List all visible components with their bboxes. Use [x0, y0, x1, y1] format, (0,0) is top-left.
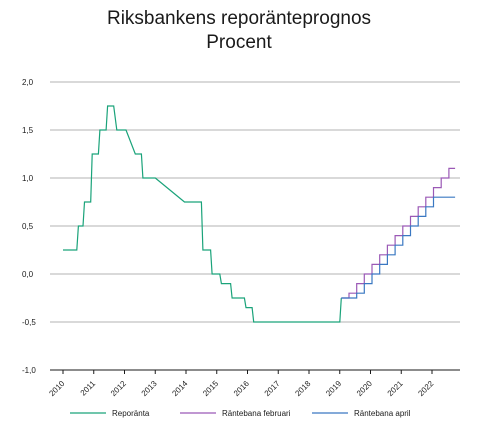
x-tick-label: 2020 [355, 379, 374, 398]
y-tick-label: 0,5 [22, 222, 34, 231]
x-tick-label: 2015 [201, 379, 220, 398]
series-line-3 [341, 196, 456, 299]
y-tick-label: 1,5 [22, 126, 34, 135]
series-line-2 [341, 167, 456, 299]
y-tick-label: -0,5 [22, 318, 36, 327]
y-tick-label: -1,0 [22, 366, 36, 375]
x-tick-label: 2012 [109, 379, 128, 398]
x-tick-label: 2018 [293, 379, 312, 398]
x-tick-label: 2010 [47, 379, 66, 398]
x-tick-label: 2019 [324, 379, 343, 398]
y-tick-label: 1,0 [22, 174, 34, 183]
y-tick-label: 2,0 [22, 78, 34, 87]
legend-label: Reporänta [112, 409, 150, 418]
y-tick-label: 0,0 [22, 270, 34, 279]
chart-subtitle: Procent [206, 32, 272, 53]
x-tick-label: 2021 [386, 379, 405, 398]
x-tick-label: 2014 [170, 379, 189, 398]
x-tick-label: 2013 [140, 379, 159, 398]
x-tick-label: 2011 [79, 379, 98, 398]
series-line-1 [63, 105, 342, 323]
x-tick-label: 2022 [416, 379, 435, 398]
legend-label: Räntebana april [354, 409, 411, 418]
chart-title: Riksbankens reporänteprognos [106, 8, 372, 29]
legend-label: Räntebana februari [222, 409, 291, 418]
x-tick-label: 2016 [232, 379, 251, 398]
x-tick-label: 2017 [263, 379, 282, 398]
